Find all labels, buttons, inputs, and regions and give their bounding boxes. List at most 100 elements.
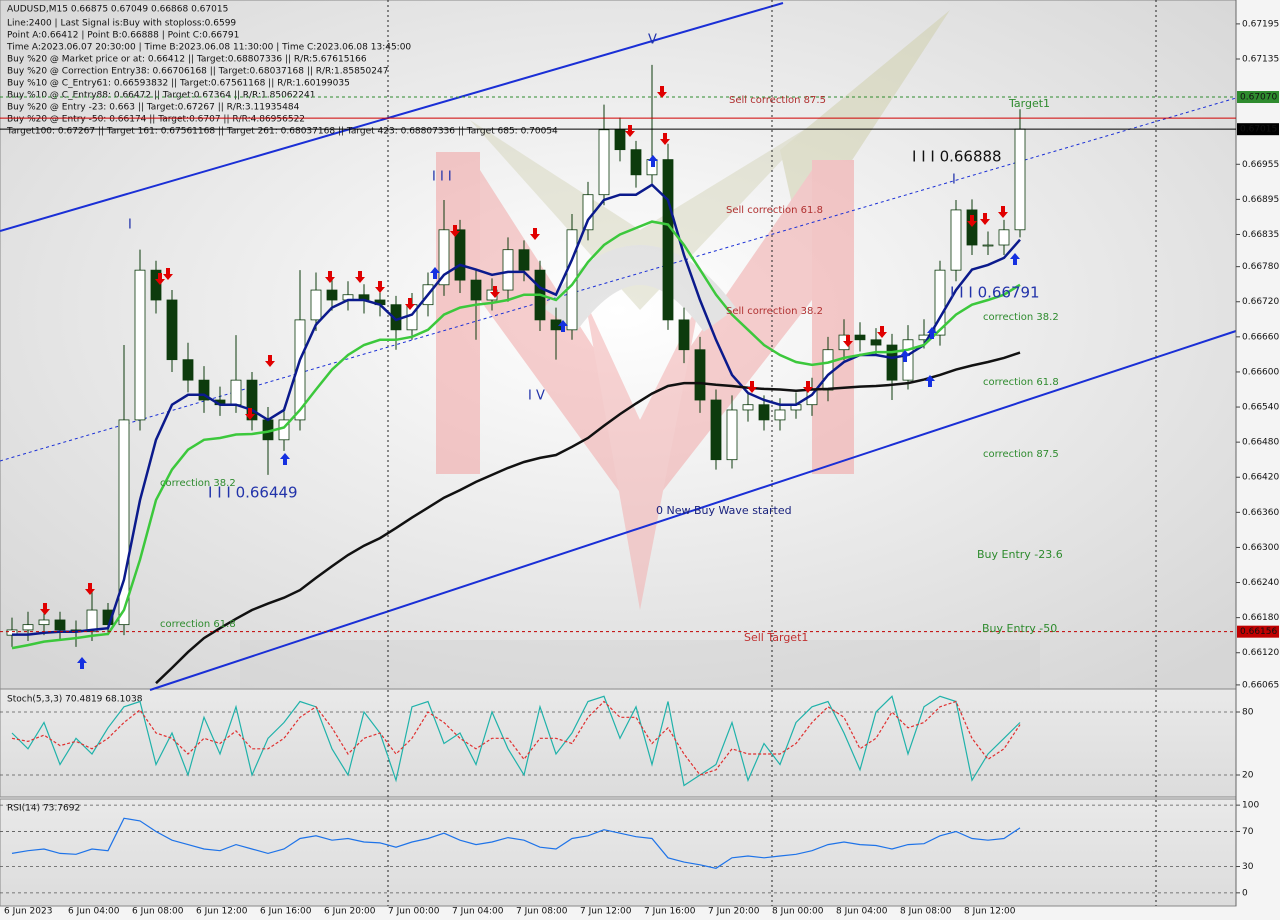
symbol-header: AUDUSD,M15 0.66875 0.67049 0.66868 0.670… (7, 5, 228, 15)
indicator-line (11, 695, 1021, 787)
buy-arrow (925, 375, 935, 387)
x-tick-label: 6 Jun 2023 (4, 907, 52, 917)
price-label-box (1237, 123, 1279, 136)
candle-body (198, 379, 210, 401)
candle-body (614, 129, 626, 151)
candle-body (518, 249, 530, 271)
moving-average (11, 220, 1021, 650)
candle-body (1014, 128, 1026, 231)
sell-arrow (450, 225, 460, 237)
sell-arrow (843, 335, 853, 347)
buy-arrow (558, 320, 568, 332)
candle-body (742, 404, 754, 411)
x-tick-label: 6 Jun 16:00 (260, 907, 312, 917)
candle-body (886, 344, 898, 381)
y-tick-label: 0 (1242, 888, 1248, 898)
x-tick-label: 7 Jun 12:00 (580, 907, 632, 917)
annotation: Sell correction 87.5 (729, 95, 826, 106)
candle-body (854, 334, 866, 341)
y-tick-label: 0.66300 (1242, 543, 1279, 553)
candle-body (22, 624, 34, 631)
y-tick-label: 0.67195 (1242, 19, 1279, 29)
x-tick-label: 6 Jun 20:00 (324, 907, 376, 917)
candle-body (630, 149, 642, 176)
y-tick-label: 100 (1242, 801, 1259, 811)
buy-arrow (927, 327, 937, 339)
sell-arrow (625, 125, 635, 137)
annotation: I I I 0.66791 (950, 284, 1040, 302)
x-tick-label: 7 Jun 20:00 (708, 907, 760, 917)
candle-body (182, 359, 194, 381)
candle-body (694, 349, 706, 401)
channel-line (149, 330, 1237, 691)
y-tick-label: 70 (1242, 827, 1254, 837)
watermark-shape (585, 300, 700, 610)
sell-arrow (980, 213, 990, 225)
y-tick-label: 0.66540 (1242, 403, 1279, 413)
candle-body (438, 229, 450, 286)
info-line: Buy %10 @ C_Entry88: 0.66472 || Target:0… (7, 91, 315, 101)
candle-body (230, 379, 242, 406)
info-line: Time A:2023.06.07 20:30:00 | Time B:2023… (6, 43, 411, 53)
y-tick-label: 0.66895 (1242, 195, 1279, 205)
sell-arrow (245, 408, 255, 420)
y-tick-label: 0.66780 (1242, 262, 1279, 272)
info-line: Point A:0.66412 | Point B:0.66888 | Poin… (7, 31, 239, 41)
watermark-shape (436, 152, 480, 474)
y-tick-label: 0.66600 (1242, 367, 1279, 377)
indicator-line (11, 700, 1021, 776)
main-panel (0, 0, 1237, 690)
info-line: Target100: 0.67267 || Target 161: 0.6756… (6, 127, 558, 137)
y-tick-label: 20 (1242, 771, 1254, 781)
candle-body (774, 409, 786, 421)
sell-arrow (163, 268, 173, 280)
indicator (11, 695, 1021, 787)
y-tick-label: 80 (1242, 708, 1254, 718)
candle-body (166, 299, 178, 361)
buy-arrow (430, 267, 440, 279)
x-tick-label: 7 Jun 00:00 (388, 907, 440, 917)
x-tick-label: 8 Jun 00:00 (772, 907, 824, 917)
candle-body (246, 379, 258, 421)
candle-body (326, 289, 338, 301)
annotation: I I I 0.66888 (912, 148, 1002, 166)
candle-body (710, 399, 722, 461)
candle-body (150, 269, 162, 301)
annotation: I I I 0.66449 (208, 484, 298, 502)
annotation: I (128, 218, 132, 233)
annotation: I (952, 173, 956, 188)
sell-arrow (85, 583, 95, 595)
sell-arrow (877, 326, 887, 338)
annotation: 0 New Buy Wave started (656, 504, 792, 517)
candle-body (966, 209, 978, 246)
sell-arrow (405, 298, 415, 310)
candle-body (294, 319, 306, 421)
price-label-box (1237, 91, 1279, 104)
x-tick-label: 8 Jun 04:00 (836, 907, 888, 917)
sell-arrow (803, 381, 813, 393)
y-tick-label: 0.66065 (1242, 680, 1279, 690)
buy-arrow (1010, 253, 1020, 265)
candle-body (502, 249, 514, 291)
indicator (11, 817, 1021, 869)
x-tick-label: 7 Jun 16:00 (644, 907, 696, 917)
sell-arrow (530, 228, 540, 240)
channel-line (0, 2, 784, 232)
indicator-line (11, 817, 1021, 869)
buy-arrow (900, 350, 910, 362)
candles (6, 64, 1026, 647)
y-tick-label: 0.66180 (1242, 613, 1279, 623)
sell-arrow (657, 86, 667, 98)
sell-arrow (40, 603, 50, 615)
sell-arrow (747, 381, 757, 393)
y-tick-label: 30 (1242, 862, 1254, 872)
annotation: Sell Target1 (744, 631, 808, 644)
sell-arrow (660, 133, 670, 145)
candle-body (310, 289, 322, 321)
annotation: Sell correction 61.8 (726, 205, 823, 216)
price-label: 0.67070 (1240, 93, 1277, 103)
x-tick-label: 6 Jun 08:00 (132, 907, 184, 917)
sell-arrow (998, 206, 1008, 218)
candle-body (678, 319, 690, 351)
